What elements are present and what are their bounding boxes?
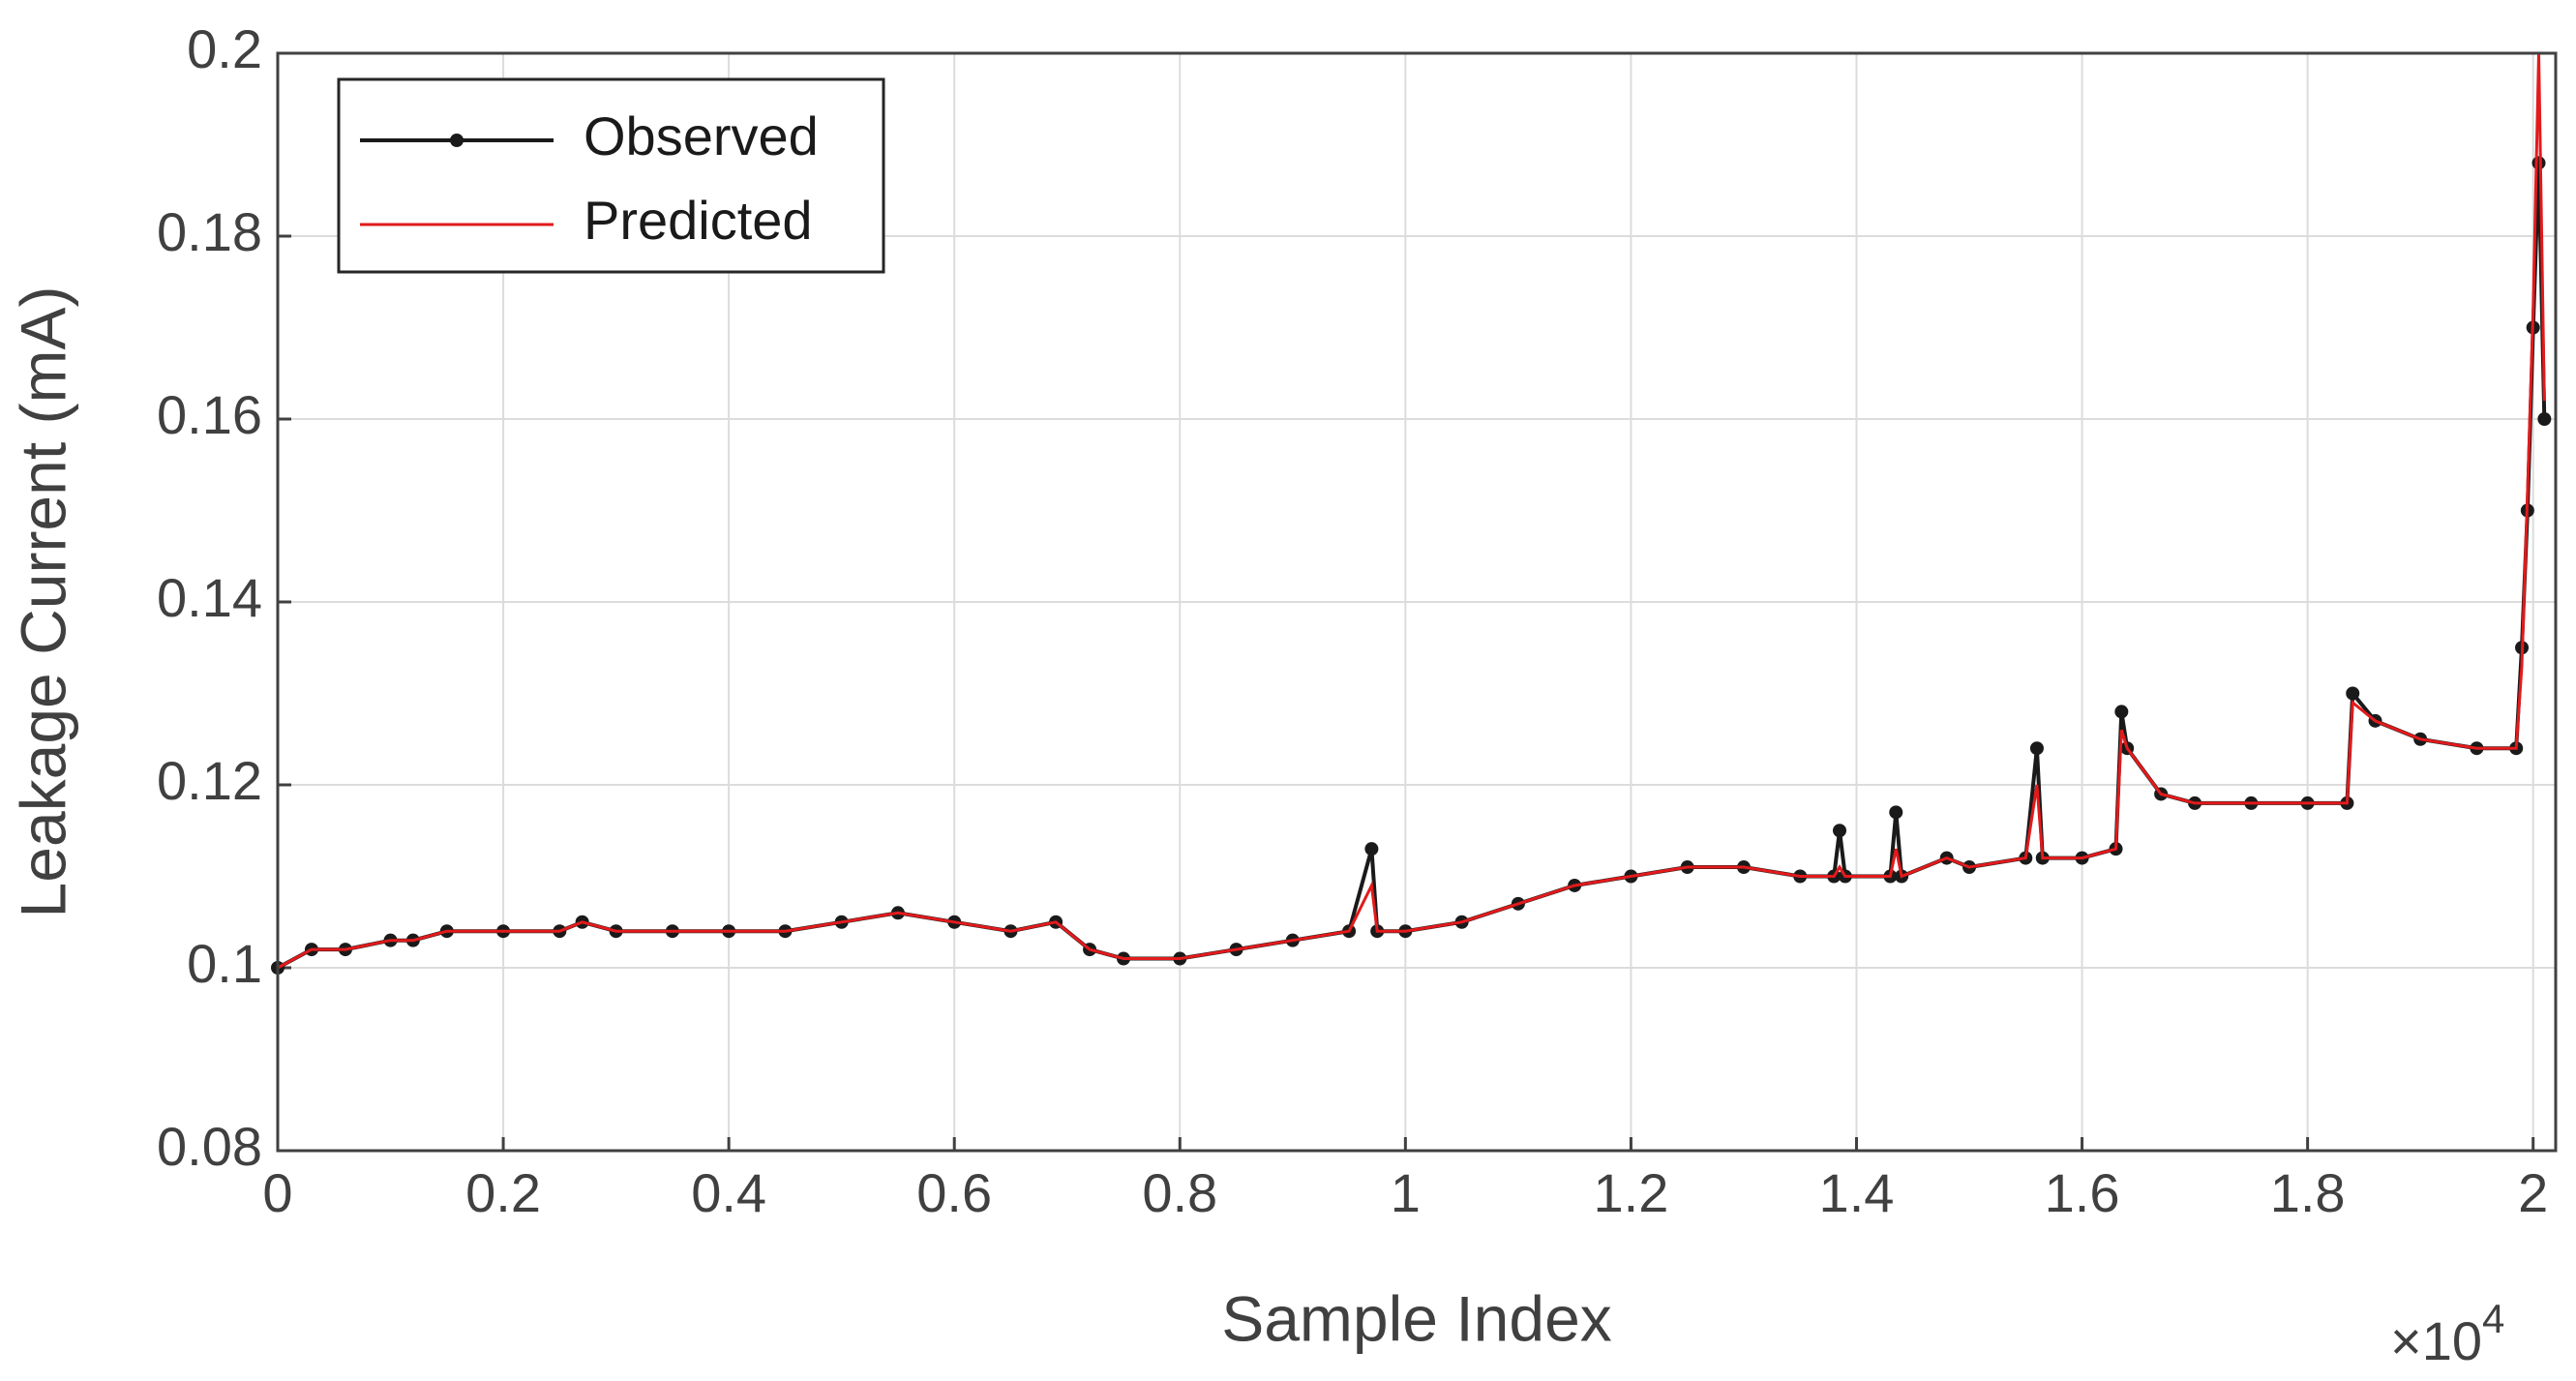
x-multiplier-base: ×10 [2390,1310,2482,1371]
data-point [2531,156,2546,170]
y-tick-label: 0.16 [157,384,262,445]
y-tick-label: 0.1 [187,933,262,994]
y-tick-label: 0.08 [157,1116,262,1177]
data-point [2537,412,2552,426]
legend-box [337,77,885,274]
x-tick-label: 0.4 [691,1162,766,1223]
series-line [277,52,2546,970]
legend-label: Predicted [584,190,813,251]
x-tick-label: 2 [2518,1162,2548,1223]
data-point [2114,705,2129,719]
x-tick-label: 0.8 [1142,1162,1217,1223]
x-tick-label: 1 [1391,1162,1421,1223]
y-tick-label: 0.14 [157,567,262,628]
axes-frame [276,51,2558,1153]
x-tick-label: 1.6 [2045,1162,2120,1223]
x-tick-label: 1.8 [2270,1162,2346,1223]
data-point [2346,686,2360,701]
x-tick-label: 0.2 [465,1162,541,1223]
x-tick-label: 0.6 [916,1162,992,1223]
x-tick-label: 1.4 [1819,1162,1895,1223]
y-axis-label: Leakage Current (mA) [7,286,78,918]
y-tick-label: 0.18 [157,201,262,262]
x-multiplier: ×104 [2390,1296,2504,1371]
data-point [1833,824,1847,838]
data-point [1889,805,1903,820]
y-tick-label: 0.12 [157,750,262,811]
x-tick-label: 0 [262,1162,292,1223]
x-tick-label: 1.2 [1593,1162,1668,1223]
x-multiplier-exponent: 4 [2482,1296,2504,1341]
legend-marker [450,134,464,147]
legend-label: Observed [584,105,819,166]
data-point [2029,741,2044,756]
x-axis-label: Sample Index [1221,1282,1612,1354]
y-tick-label: 0.2 [187,18,262,79]
data-point [1364,842,1379,856]
